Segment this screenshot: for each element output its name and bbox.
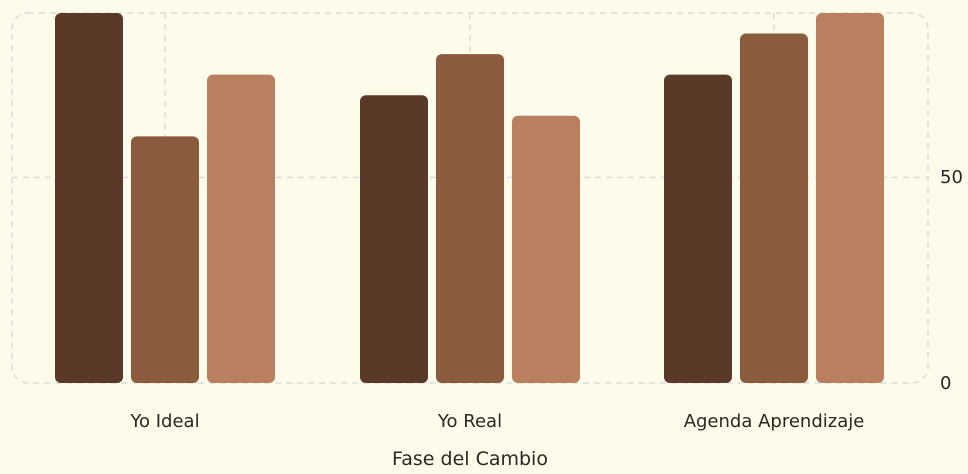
y-tick-label-50: 50	[940, 167, 963, 188]
bar-agenda-aprendizaje-series-2	[740, 33, 808, 384]
axis-labels: 0 50 Yo Ideal Yo Real Agenda Aprendizaje…	[129, 167, 963, 470]
bar-agenda-aprendizaje-series-3	[816, 13, 884, 383]
bars	[55, 13, 884, 384]
bar-yo-ideal-series-2	[131, 136, 199, 383]
x-tick-label-yo-real: Yo Real	[437, 411, 502, 432]
bar-yo-ideal-series-1	[55, 13, 123, 383]
x-axis-title: Fase del Cambio	[392, 448, 548, 469]
x-tick-label-agenda-aprendizaje: Agenda Aprendizaje	[684, 411, 865, 432]
bar-yo-real-series-2	[436, 54, 504, 383]
bar-yo-real-series-3	[512, 115, 580, 384]
y-tick-label-0: 0	[940, 373, 951, 394]
bar-yo-real-series-1	[360, 95, 428, 383]
x-tick-label-yo-ideal: Yo Ideal	[129, 411, 199, 432]
bar-agenda-aprendizaje-series-1	[664, 74, 732, 384]
bar-yo-ideal-series-3	[207, 74, 275, 384]
